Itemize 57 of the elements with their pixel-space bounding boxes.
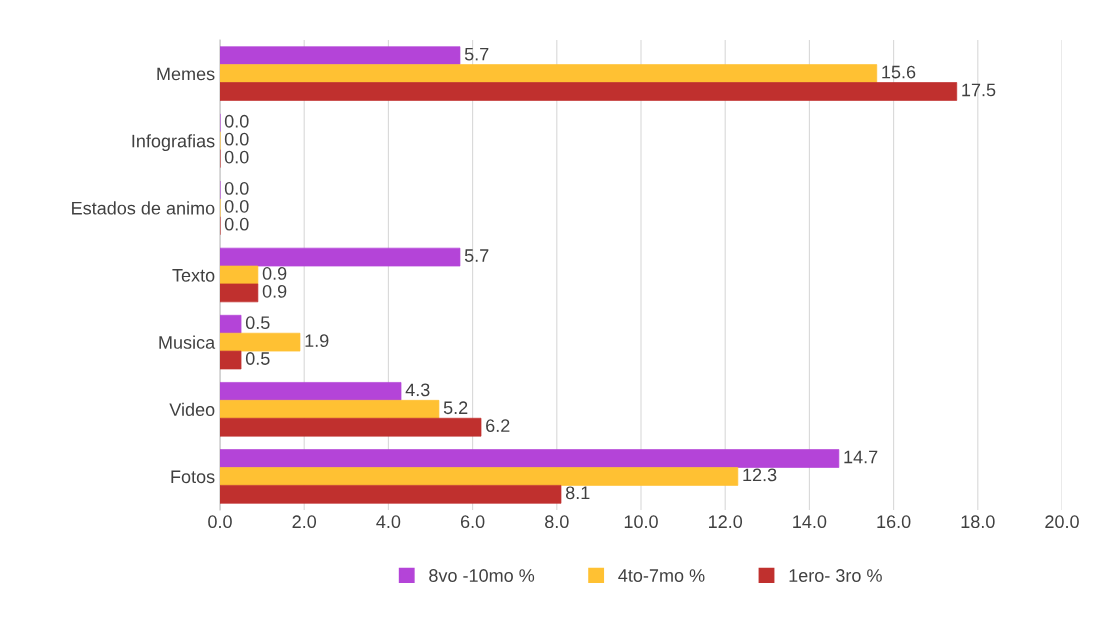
x-tick-label: 4.0 bbox=[376, 515, 401, 529]
x-tick-label: 12.0 bbox=[709, 515, 743, 529]
data-label: 5.2 bbox=[443, 401, 468, 415]
x-tick-label: 6.0 bbox=[460, 515, 485, 529]
bar bbox=[220, 399, 440, 419]
data-label: 0.0 bbox=[224, 199, 249, 213]
y-tick-label: Fotos bbox=[171, 470, 215, 484]
data-label: 14.7 bbox=[844, 450, 878, 464]
data-label: 0.9 bbox=[262, 267, 287, 280]
data-label: 0.9 bbox=[262, 284, 287, 298]
bar bbox=[220, 314, 242, 334]
bar bbox=[220, 46, 461, 65]
bar bbox=[220, 283, 259, 303]
y-tick-label: Musica bbox=[159, 335, 216, 349]
data-label: 6.2 bbox=[486, 419, 510, 433]
bar bbox=[220, 467, 739, 486]
data-label: 5.7 bbox=[464, 249, 489, 262]
data-label: 0.0 bbox=[224, 132, 249, 146]
bar bbox=[220, 82, 958, 101]
data-label: 5.7 bbox=[464, 47, 489, 61]
bar bbox=[220, 265, 259, 285]
x-tick-label: 0.0 bbox=[208, 515, 232, 529]
legend-label: 8vo -10mo % bbox=[429, 569, 535, 582]
bar bbox=[220, 64, 878, 83]
data-label: 15.6 bbox=[882, 65, 916, 79]
data-label: 0.0 bbox=[224, 114, 249, 128]
data-label: 17.5 bbox=[962, 83, 996, 97]
bar bbox=[220, 485, 562, 504]
data-label: 0.5 bbox=[245, 316, 270, 330]
x-tick-label: 16.0 bbox=[877, 515, 911, 529]
legend-label: 1ero- 3ro % bbox=[789, 569, 882, 582]
y-tick-label: Texto bbox=[172, 269, 215, 282]
y-tick-label: Memes bbox=[157, 67, 215, 81]
bar bbox=[220, 332, 301, 352]
x-tick-label: 8.0 bbox=[545, 515, 569, 529]
bar bbox=[220, 449, 840, 468]
x-tick-label: 10.0 bbox=[624, 515, 658, 529]
x-tick-label: 18.0 bbox=[961, 515, 995, 529]
bar bbox=[220, 247, 461, 267]
x-tick-label: 2.0 bbox=[292, 515, 317, 529]
data-label: 12.3 bbox=[743, 468, 777, 482]
bar bbox=[220, 350, 242, 370]
bar bbox=[220, 417, 482, 437]
bar bbox=[220, 382, 402, 401]
legend-label: 4to-7mo % bbox=[618, 569, 705, 582]
data-label: 0.0 bbox=[224, 182, 249, 195]
y-tick-label: Estados de animo bbox=[72, 201, 215, 215]
x-tick-label: 20.0 bbox=[1045, 515, 1079, 529]
data-label: 1.9 bbox=[305, 334, 329, 347]
data-label: 0.0 bbox=[224, 217, 249, 231]
data-label: 8.1 bbox=[565, 486, 590, 500]
y-tick-label: Video bbox=[169, 402, 215, 417]
y-tick-label: Infografias bbox=[132, 134, 215, 151]
data-label: 0.5 bbox=[245, 352, 270, 365]
x-tick-label: 14.0 bbox=[793, 515, 827, 529]
data-label: 4.3 bbox=[405, 383, 430, 397]
data-label: 0.0 bbox=[224, 150, 249, 164]
